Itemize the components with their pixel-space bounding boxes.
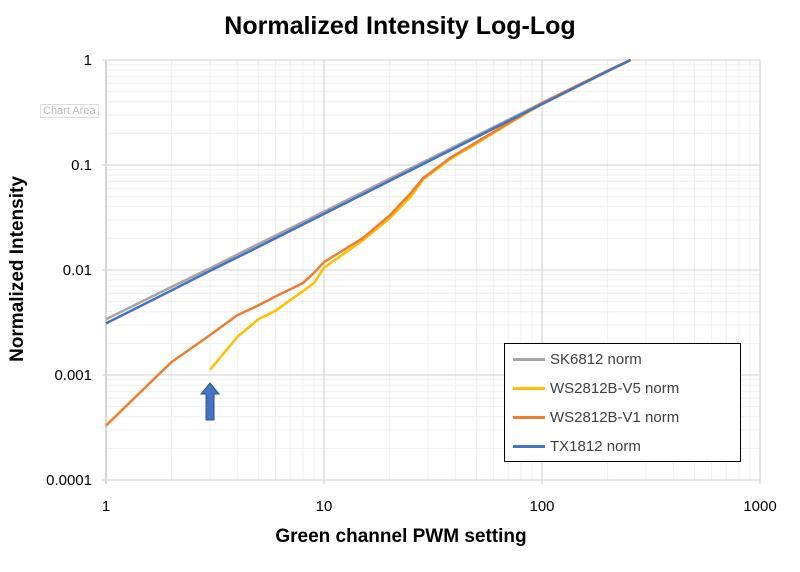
y-tick-label: 0.01 — [63, 262, 92, 279]
legend-swatch — [513, 386, 545, 390]
up-arrow-icon — [199, 382, 221, 421]
legend-label: SK6812 norm — [550, 350, 642, 368]
x-tick-label: 10 — [316, 498, 333, 515]
y-axis-title: Normalized Intensity — [7, 176, 28, 362]
y-tick-label: 1 — [84, 52, 92, 69]
legend-label: WS2812B-V5 norm — [550, 379, 680, 397]
legend-swatch — [513, 357, 545, 361]
legend-swatch — [513, 444, 545, 448]
legend-item: TX1812 norm — [513, 436, 641, 456]
legend-item: WS2812B-V5 norm — [513, 378, 679, 398]
series-line-tx1812-norm — [105, 58, 632, 325]
chart-area-tooltip: Chart Area — [40, 104, 99, 118]
legend-label: TX1812 norm — [550, 437, 641, 455]
y-tick-label: 0.1 — [71, 157, 92, 174]
x-tick-label: 1 — [102, 498, 110, 515]
y-tick-label: 0.001 — [54, 367, 92, 384]
x-axis-title: Green channel PWM setting — [275, 526, 527, 547]
legend: SK6812 norm WS2812B-V5 norm WS2812B-V1 nor… — [504, 343, 741, 462]
x-tick-label: 1000 — [743, 498, 776, 515]
legend-swatch — [513, 415, 545, 419]
x-tick-label: 100 — [529, 498, 554, 515]
y-tick-label: 0.0001 — [46, 472, 92, 489]
legend-label: WS2812B-V1 norm — [550, 408, 680, 426]
chart-title: Normalized Intensity Log-Log — [224, 12, 576, 40]
series-line-ws2812b-v5-norm — [209, 58, 632, 371]
legend-item: SK6812 norm — [513, 349, 642, 369]
legend-item: WS2812B-V1 norm — [513, 407, 679, 427]
